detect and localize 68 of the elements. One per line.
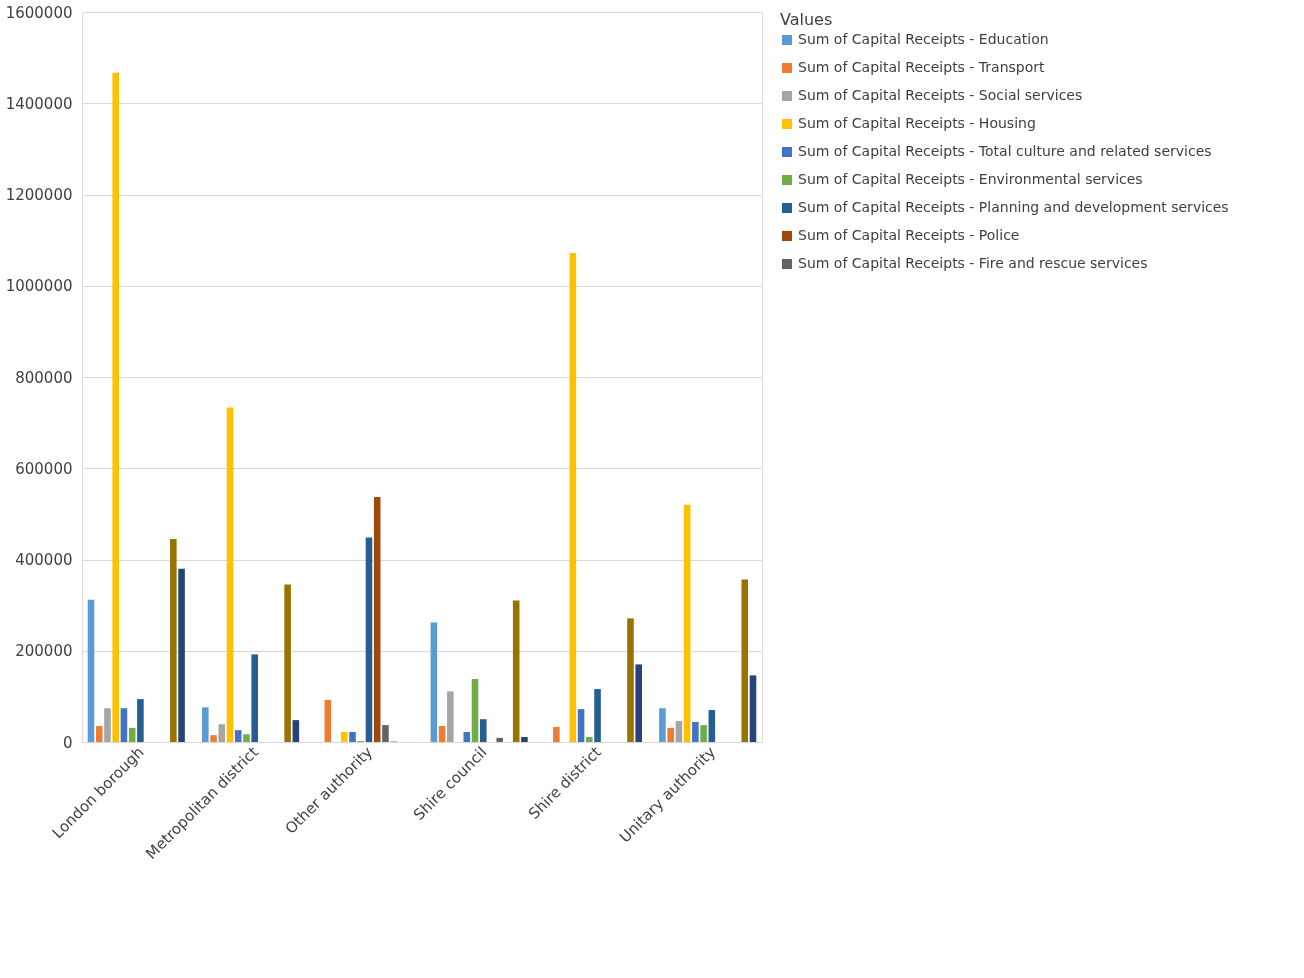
legend-label: Sum of Capital Receipts - Total culture and related services (798, 143, 1212, 159)
bar (170, 538, 177, 742)
bar (340, 731, 348, 742)
bar (447, 691, 454, 742)
bar (471, 679, 479, 742)
bar (202, 707, 209, 742)
bar (218, 724, 226, 742)
bar (741, 579, 749, 742)
bar (683, 504, 691, 742)
bar (373, 496, 381, 742)
bar (104, 708, 111, 742)
bar (586, 736, 593, 742)
bar (749, 675, 757, 742)
bar (137, 699, 144, 742)
y-tick-label: 400000 (15, 551, 73, 569)
bar (128, 727, 136, 742)
bar (594, 689, 601, 742)
legend-label: Sum of Capital Receipts - Transport (798, 59, 1046, 75)
bar (243, 734, 250, 742)
bar (251, 654, 258, 742)
bar (292, 720, 300, 742)
bar (382, 725, 389, 742)
y-tick-label: 600000 (15, 459, 73, 478)
bar (667, 727, 674, 742)
bar (349, 731, 356, 742)
bar (496, 737, 504, 742)
y-tick-label: 0 (62, 733, 73, 752)
bar (708, 710, 716, 742)
legend-label: Sum of Capital Receipts - Fire and rescue services (798, 255, 1148, 271)
bar (87, 599, 95, 742)
bar (226, 407, 234, 742)
legend-title: Values (780, 10, 833, 29)
bar (569, 252, 577, 742)
bar (659, 708, 666, 742)
bar (692, 721, 699, 742)
bar (178, 568, 185, 742)
bar (234, 730, 242, 742)
bar (210, 735, 217, 742)
legend-label: Sum of Capital Receipts - Environmental services (798, 171, 1143, 187)
y-tick-label: 1400000 (5, 94, 73, 113)
bar (284, 584, 291, 742)
bar (438, 726, 446, 742)
legend-label: Sum of Capital Receipts - Social services (798, 87, 1083, 103)
bar (627, 618, 634, 742)
legend-label: Sum of Capital Receipts - Planning and development services (798, 199, 1229, 215)
y-tick-label: 200000 (15, 642, 73, 661)
bar (120, 708, 128, 742)
y-tick-label: 1600000 (5, 3, 73, 22)
bar (324, 700, 332, 742)
bar (112, 72, 119, 742)
bar (463, 731, 471, 742)
bar (675, 721, 683, 742)
bar (635, 664, 642, 742)
y-tick-label: 800000 (15, 368, 73, 387)
y-tick-label: 1000000 (5, 277, 73, 296)
legend-label: Sum of Capital Receipts - Housing (798, 115, 1036, 131)
bar (430, 622, 438, 742)
bar (577, 709, 585, 742)
bar (700, 725, 707, 742)
bar (365, 537, 373, 742)
bar (553, 726, 560, 742)
bar (95, 726, 103, 742)
legend-label: Sum of Capital Receipts - Police (798, 227, 1020, 243)
bar (479, 719, 487, 742)
bar (512, 600, 520, 742)
legend-label: Sum of Capital Receipts - Education (798, 31, 1049, 47)
bar (521, 736, 528, 742)
y-tick-label: 1200000 (5, 186, 73, 204)
